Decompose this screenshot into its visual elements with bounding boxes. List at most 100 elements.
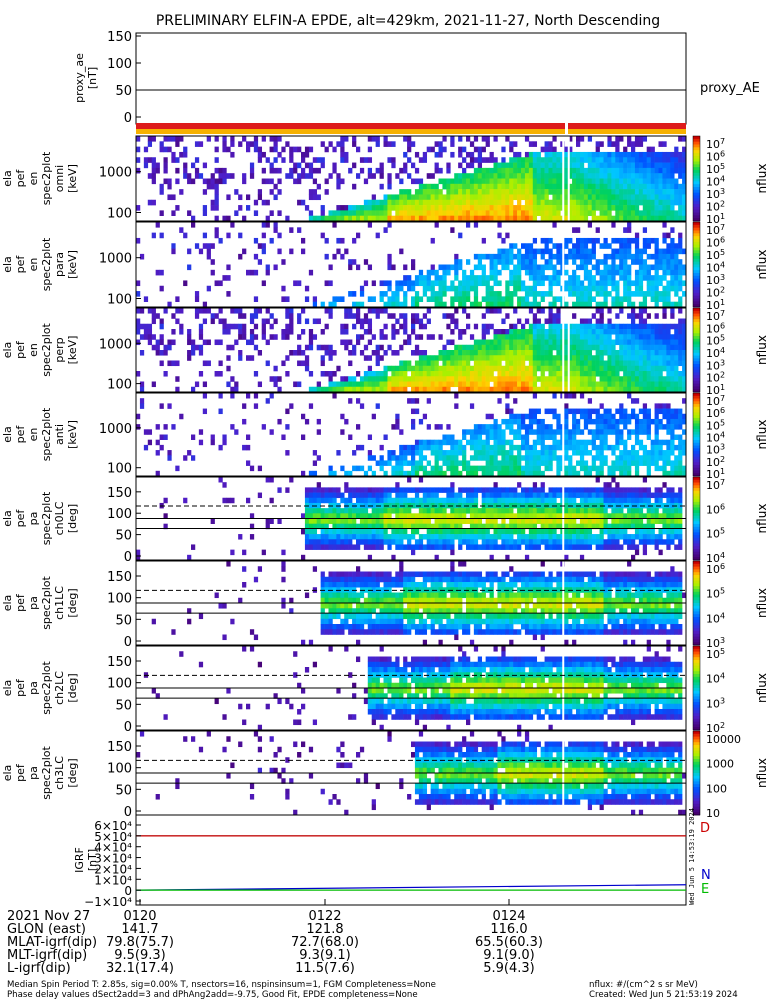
spectrogram-cell: [407, 280, 412, 287]
spectrogram-cell: [536, 429, 541, 435]
spectrogram-cell: [469, 534, 475, 540]
spectrogram-cell: [646, 455, 651, 461]
ytick-label: 1000: [99, 166, 132, 181]
spectrogram-cell: [595, 146, 600, 153]
spectrogram-cell: [595, 285, 600, 292]
spectrogram-cell: [556, 381, 561, 388]
spectrogram-cell: [375, 167, 380, 174]
spectrogram-cell: [583, 350, 589, 356]
panel-energy-omni-ylabel-line-5: [keV]: [66, 164, 79, 193]
spectrogram-cell: [403, 513, 408, 519]
spectrogram-cell: [469, 157, 475, 163]
spectrogram-cell: [674, 259, 679, 265]
spectrogram-cell: [611, 339, 616, 346]
spectrogram-cell: [359, 301, 365, 308]
spectrogram-cell: [556, 162, 561, 169]
spectrogram-cell: [147, 429, 153, 435]
spectrogram-cell: [623, 424, 628, 430]
spectrogram-cell: [422, 455, 428, 461]
spectrogram-cell: [615, 237, 620, 244]
spectrogram-cell: [678, 194, 683, 201]
spectrogram-cell: [638, 355, 644, 361]
spectrogram-cell: [572, 329, 577, 335]
spectrogram-cell: [422, 376, 428, 382]
spectrogram-cell: [462, 194, 467, 201]
spectrogram-cell: [603, 253, 608, 260]
spectrogram-cell: [607, 376, 612, 382]
spectrogram-cell: [654, 178, 659, 185]
spectrogram-cell: [631, 210, 636, 216]
spectrogram-cell: [528, 291, 534, 297]
proxy-ae-tick-label: 150: [107, 30, 132, 45]
spectrogram-cell: [210, 205, 215, 211]
spectrogram-cell: [285, 323, 290, 330]
spectrogram-cell: [497, 167, 502, 174]
colorbar-step: [693, 319, 700, 323]
spectrogram-cell: [387, 539, 392, 545]
spectrogram-cell: [273, 141, 278, 147]
spectrogram-cell: [308, 502, 314, 509]
spectrogram-cell: [642, 215, 648, 222]
spectrogram-cell: [473, 350, 479, 356]
spectrogram-cell: [336, 296, 341, 302]
spectrogram-cell: [375, 528, 380, 535]
spectrogram-cell: [269, 162, 274, 169]
spectrogram-cell: [552, 313, 557, 319]
spectrogram-cell: [489, 339, 494, 346]
spectrogram-cell: [473, 205, 479, 211]
spectrogram-cell: [422, 157, 428, 163]
spectrogram-cell: [155, 470, 160, 477]
colorbar-step: [693, 464, 700, 469]
spectrogram-cell: [611, 194, 616, 201]
spectrogram-cell: [139, 323, 145, 330]
spectrogram-cell: [332, 393, 337, 399]
spectrogram-cell: [615, 157, 620, 163]
spectrogram-cell: [151, 167, 156, 174]
spectrogram-cell: [489, 487, 494, 493]
spectrogram-cell: [414, 344, 420, 351]
spectrogram-cell: [469, 141, 475, 147]
spectrogram-cell: [666, 264, 671, 271]
spectrogram-cell: [599, 285, 604, 292]
spectrogram-cell: [591, 253, 596, 260]
colorbar-step: [693, 206, 700, 211]
spectrogram-cell: [462, 381, 467, 388]
spectrogram-cell: [670, 308, 675, 314]
spectrogram-cell: [528, 371, 534, 377]
spectrogram-cell: [454, 285, 459, 292]
spectrogram-cell: [587, 355, 593, 361]
spectrogram-cell: [509, 470, 514, 477]
spectrogram-cell: [576, 167, 581, 174]
spectrogram-cell: [532, 157, 538, 163]
spectrogram-cell: [175, 376, 180, 382]
spectrogram-cell: [304, 285, 310, 292]
spectrogram-cell: [308, 487, 314, 493]
spectrogram-cell: [666, 439, 671, 446]
spectrogram-cell: [403, 523, 408, 530]
spectrogram-cell: [411, 518, 416, 524]
spectrogram-cell: [320, 492, 325, 499]
spectrogram-cell: [642, 350, 648, 356]
spectrogram-cell: [509, 413, 514, 420]
colorbar-step: [693, 172, 700, 177]
spectrogram-cell: [403, 502, 408, 509]
spectrogram-cell: [501, 199, 506, 206]
spectrogram-cell: [391, 141, 396, 147]
spectrogram-cell: [666, 205, 671, 211]
spectrogram-cell: [599, 275, 604, 281]
spectrogram-cell: [627, 329, 632, 335]
spectrogram-cell: [631, 280, 636, 287]
spectrogram-cell: [591, 323, 596, 330]
spectrogram-cell: [587, 398, 593, 404]
spectrogram-cell: [242, 313, 247, 319]
spectrogram-cell: [383, 371, 388, 377]
spectrogram-cell: [214, 371, 219, 377]
spectrogram-cell: [654, 386, 659, 393]
spectrogram-cell: [587, 344, 593, 351]
spectrogram-cell: [481, 424, 486, 430]
spectrogram-cell: [642, 418, 648, 425]
spectrogram-cell: [509, 455, 514, 461]
spectrogram-cell: [521, 350, 526, 356]
